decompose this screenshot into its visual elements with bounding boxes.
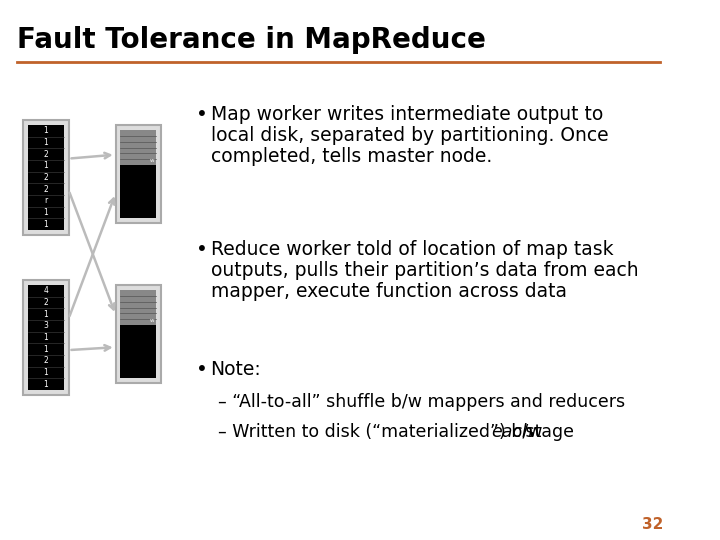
Bar [120,325,156,378]
Text: – “All-to-all” shuffle b/w mappers and reducers: – “All-to-all” shuffle b/w mappers and r… [218,393,625,411]
Text: Fault Tolerance in MapReduce: Fault Tolerance in MapReduce [17,26,486,54]
Text: 1: 1 [44,333,48,342]
Text: w: w [150,318,154,323]
Text: 2: 2 [44,356,48,366]
Text: 2: 2 [44,298,48,307]
Text: w: w [150,158,154,163]
Bar [120,165,156,218]
Text: 32: 32 [642,517,664,532]
Bar [24,280,68,395]
Text: 1: 1 [44,161,48,170]
Text: each: each [491,423,533,441]
Text: 1: 1 [44,345,48,354]
Text: 1: 1 [44,138,48,147]
Text: 1: 1 [44,208,48,217]
Bar [120,130,156,165]
Bar [120,290,156,325]
Text: 1: 1 [44,368,48,377]
Text: 1: 1 [44,126,48,136]
Text: – Written to disk (“materialized”) b/w: – Written to disk (“materialized”) b/w [218,423,548,441]
Text: Note:: Note: [210,360,261,379]
Text: •: • [196,360,207,379]
Text: •: • [196,105,207,124]
Text: stage: stage [520,423,574,441]
Text: 2: 2 [44,173,48,182]
Text: r: r [45,197,48,205]
Text: local disk, separated by partitioning. Once: local disk, separated by partitioning. O… [210,126,608,145]
Text: 2: 2 [44,185,48,194]
Text: Reduce worker told of location of map task: Reduce worker told of location of map ta… [210,240,613,259]
Text: 4: 4 [44,286,48,295]
Text: completed, tells master node.: completed, tells master node. [210,147,492,166]
Text: 2: 2 [44,150,48,159]
Text: outputs, pulls their partition’s data from each: outputs, pulls their partition’s data fr… [210,261,638,280]
Text: 1: 1 [44,380,48,389]
Bar [116,285,161,383]
Text: 1: 1 [44,220,48,228]
Bar [28,285,64,390]
Text: 3: 3 [44,321,48,330]
Bar [24,120,68,235]
Bar [28,125,64,230]
Text: Map worker writes intermediate output to: Map worker writes intermediate output to [210,105,603,124]
Text: mapper, execute function across data: mapper, execute function across data [210,282,567,301]
Text: •: • [196,240,207,259]
Bar [116,125,161,223]
Text: 1: 1 [44,309,48,319]
